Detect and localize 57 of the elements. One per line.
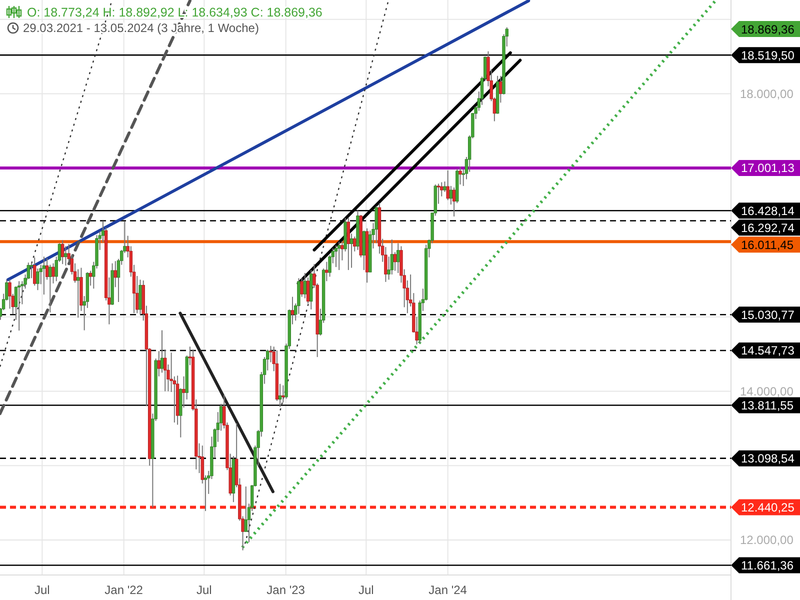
candlestick xyxy=(362,230,366,271)
y-tick-label: 14.000,00 xyxy=(740,384,794,398)
candlestick xyxy=(290,296,294,325)
candlestick xyxy=(48,264,52,313)
candlestick xyxy=(42,256,46,296)
ref-line-label: 11.661,36 xyxy=(741,558,794,572)
candlestick xyxy=(88,270,92,286)
candlestick xyxy=(499,75,502,104)
candlestick xyxy=(300,278,304,298)
ref-line-label: 13.098,54 xyxy=(741,452,795,466)
x-tick-label: Jul xyxy=(358,583,374,597)
candlestick xyxy=(182,376,186,408)
candlestick xyxy=(60,240,64,265)
y-tick-label: 12.000,00 xyxy=(740,533,794,548)
ref-line-label: 12.440,25 xyxy=(741,500,795,514)
candlestick xyxy=(64,246,68,266)
ref-line-label: 17.001,13 xyxy=(741,161,795,176)
ref-line-label: 16.011,45 xyxy=(741,238,794,252)
x-tick-label: Jan '24 xyxy=(428,583,468,597)
candlestick xyxy=(17,280,21,332)
x-tick-label: Jul xyxy=(34,583,50,597)
ref-line-label: 15.030,77 xyxy=(741,308,795,322)
x-tick-label: Jan '23 xyxy=(266,583,306,597)
candlestick xyxy=(76,268,80,318)
candlestick xyxy=(157,350,160,377)
text: 18.869,36 xyxy=(741,22,795,36)
candlestick xyxy=(458,166,462,185)
candlestick xyxy=(204,474,208,512)
candlestick xyxy=(393,252,397,272)
candlestick xyxy=(33,256,36,286)
candlestick xyxy=(36,268,40,291)
x-tick-label: Jan '22 xyxy=(104,583,144,597)
ref-line-label: 16.292,74 xyxy=(741,220,795,235)
candlestick xyxy=(346,217,350,271)
candlestick xyxy=(52,262,55,284)
candlestick xyxy=(446,170,450,201)
ref-line-label: 13.811,55 xyxy=(741,398,794,412)
candlestick xyxy=(452,186,456,217)
ref-line-label: 16.428,14 xyxy=(741,204,795,218)
candlestick xyxy=(325,261,328,282)
candlestick xyxy=(303,272,307,299)
y-tick-label: 18.000,00 xyxy=(740,86,794,101)
candlestick xyxy=(396,242,400,274)
x-tick-label: Jul xyxy=(196,583,212,597)
candlestick xyxy=(337,241,341,271)
candlestick xyxy=(449,185,453,206)
candlestick xyxy=(334,244,338,268)
candlestick xyxy=(278,383,282,408)
candlestick xyxy=(160,330,164,374)
candlestick xyxy=(30,261,34,279)
ref-line-label: 14.547,73 xyxy=(741,344,795,358)
candlestick xyxy=(350,233,354,268)
candlestick xyxy=(114,260,117,288)
candlestick xyxy=(443,181,446,192)
ref-line-label: 18.519,50 xyxy=(741,48,795,62)
candlestick xyxy=(436,183,440,204)
candlestick xyxy=(306,276,310,304)
